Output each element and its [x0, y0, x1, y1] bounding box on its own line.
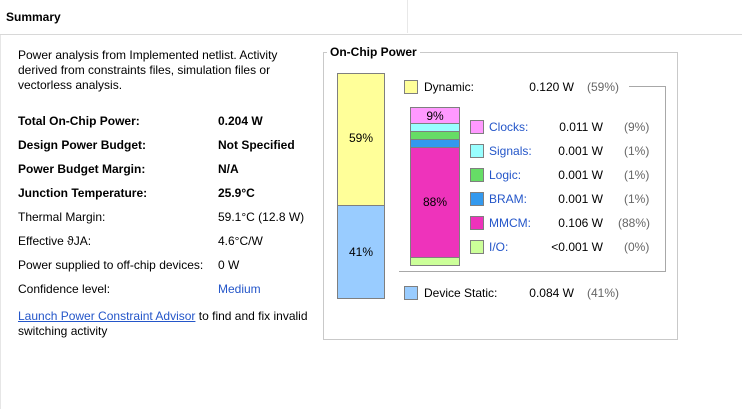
- metric-label: Effective ϑJA:: [18, 234, 92, 248]
- logic-value: 0.001 W: [558, 168, 603, 182]
- io-pct: (0%): [624, 240, 650, 254]
- bram-bar-segment: [411, 140, 459, 148]
- logic-link[interactable]: Logic:: [489, 168, 522, 182]
- on-chip-power-title: On-Chip Power: [327, 45, 420, 59]
- confidence-level-link[interactable]: Medium: [218, 282, 261, 296]
- bram-pct: (1%): [624, 192, 650, 206]
- advisor-footer-text: to find and fix invalid switching activi…: [18, 309, 308, 338]
- metric-junction-temp: Junction Temperature: 25.9°C: [18, 186, 318, 202]
- device-static-label: Device Static:: [424, 286, 498, 300]
- metric-value: Not Specified: [218, 138, 295, 152]
- metric-label: Design Power Budget:: [18, 138, 147, 152]
- signals-swatch: [470, 144, 484, 158]
- header-right-area: [407, 0, 742, 33]
- metric-label: Confidence level:: [18, 282, 111, 296]
- clocks-bar-segment: 9%: [411, 108, 459, 124]
- dynamic-pct: (59%): [587, 80, 620, 94]
- bracket-gap: [399, 78, 629, 94]
- metric-value: N/A: [218, 162, 239, 176]
- metric-label: Power supplied to off-chip devices:: [18, 258, 204, 272]
- device-static-pct: (41%): [587, 286, 620, 300]
- summary-header: Summary: [0, 0, 742, 35]
- metric-confidence-level: Confidence level: Medium: [18, 282, 318, 298]
- metric-label: Junction Temperature:: [18, 186, 148, 200]
- mmcm-bar-segment: 88%: [411, 148, 459, 258]
- mmcm-pct: (88%): [618, 216, 651, 230]
- dynamic-value: 0.120 W: [529, 80, 574, 94]
- io-swatch: [470, 240, 484, 254]
- metric-power-budget: Design Power Budget: Not Specified: [18, 138, 318, 154]
- signals-value: 0.001 W: [558, 144, 603, 158]
- clocks-bar-label: 9%: [426, 109, 444, 123]
- on-chip-power-panel: [323, 52, 678, 340]
- logic-swatch: [470, 168, 484, 182]
- dynamic-breakdown-bar: 9% 88%: [410, 107, 460, 266]
- mmcm-link[interactable]: MMCM:: [489, 216, 531, 230]
- logic-bar-segment: [411, 132, 459, 140]
- analysis-description: Power analysis from Implemented netlist.…: [18, 48, 278, 92]
- io-value: <0.001 W: [551, 240, 603, 254]
- metric-label: Power Budget Margin:: [18, 162, 146, 176]
- summary-title: Summary: [6, 10, 61, 24]
- signals-bar-segment: [411, 124, 459, 132]
- metric-label: Total On-Chip Power:: [18, 114, 140, 128]
- dynamic-swatch: [404, 80, 418, 94]
- io-bar-segment: [411, 258, 459, 265]
- clocks-pct: (9%): [624, 120, 650, 134]
- metric-value: 25.9°C: [218, 186, 255, 200]
- dynamic-bar-segment: 59%: [338, 74, 384, 206]
- static-bar-label: 41%: [348, 245, 374, 259]
- metric-value: 59.1°C (12.8 W): [218, 210, 305, 224]
- clocks-swatch: [470, 120, 484, 134]
- mmcm-bar-label: 88%: [422, 195, 448, 209]
- metric-value: 4.6°C/W: [218, 234, 263, 248]
- mmcm-swatch: [470, 216, 484, 230]
- device-static-value: 0.084 W: [529, 286, 574, 300]
- launch-advisor-link[interactable]: Launch Power Constraint Advisor: [18, 309, 196, 323]
- metric-effective-theta-ja: Effective ϑJA: 4.6°C/W: [18, 234, 318, 250]
- bram-swatch: [470, 192, 484, 206]
- metric-thermal-margin: Thermal Margin: 59.1°C (12.8 W): [18, 210, 318, 226]
- clocks-link[interactable]: Clocks:: [489, 120, 529, 134]
- bram-link[interactable]: BRAM:: [489, 192, 528, 206]
- logic-pct: (1%): [624, 168, 650, 182]
- metric-budget-margin: Power Budget Margin: N/A: [18, 162, 318, 178]
- mmcm-value: 0.106 W: [558, 216, 603, 230]
- power-total-bar: 59% 41%: [337, 73, 385, 299]
- io-link[interactable]: I/O:: [489, 240, 509, 254]
- panel-left-border: [0, 35, 1, 409]
- clocks-value: 0.011 W: [559, 120, 603, 134]
- advisor-footer: Launch Power Constraint Advisor to find …: [18, 309, 308, 339]
- static-bar-segment: 41%: [338, 206, 384, 298]
- signals-link[interactable]: Signals:: [489, 144, 532, 158]
- signals-pct: (1%): [624, 144, 650, 158]
- dynamic-label: Dynamic:: [424, 80, 475, 94]
- dynamic-bar-label: 59%: [348, 131, 374, 145]
- metric-total-power: Total On-Chip Power: 0.204 W: [18, 114, 318, 130]
- metric-value: 0.204 W: [218, 114, 263, 128]
- bram-value: 0.001 W: [558, 192, 603, 206]
- metric-label: Thermal Margin:: [18, 210, 106, 224]
- device-static-swatch: [404, 286, 418, 300]
- metric-off-chip-power: Power supplied to off-chip devices: 0 W: [18, 258, 318, 274]
- metric-value: 0 W: [218, 258, 240, 272]
